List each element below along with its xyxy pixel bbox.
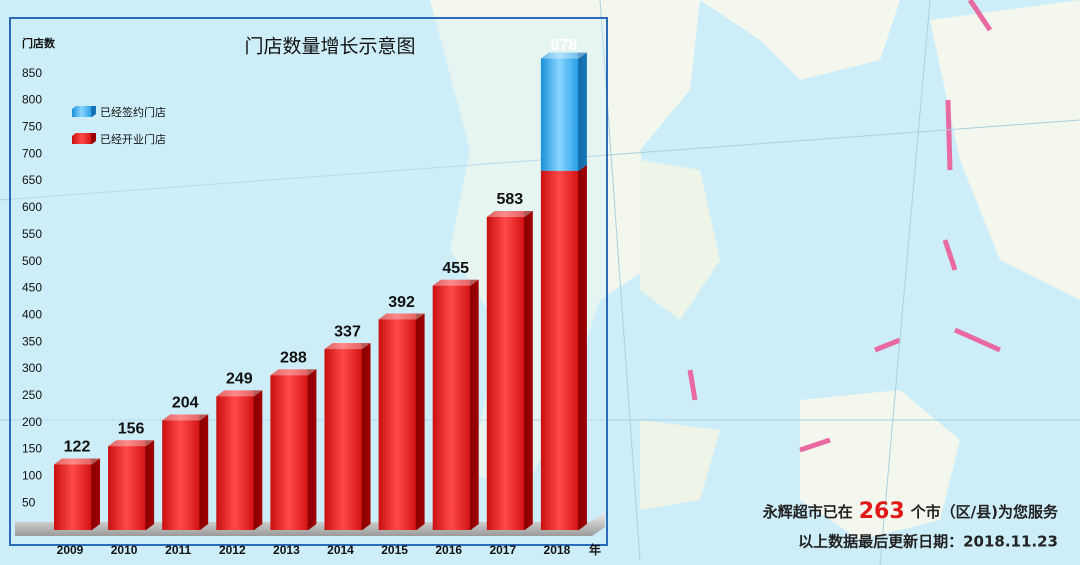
- footer-line: 永辉超市已在 263 个市（区/县)为您服务: [762, 499, 1059, 524]
- y-tick-label: 400: [22, 307, 42, 321]
- legend-swatch: [72, 133, 96, 144]
- y-tick-label: 350: [22, 334, 42, 348]
- y-tick-label: 200: [22, 415, 42, 429]
- x-tick-label: 2018: [544, 543, 571, 557]
- x-tick-label: 2011: [165, 543, 191, 557]
- chart-title: 门店数量增长示意图: [244, 36, 415, 58]
- bar: [108, 440, 155, 530]
- y-tick-label: 800: [22, 93, 42, 107]
- y-tick-label: 750: [22, 120, 42, 134]
- y-tick-label: 450: [22, 281, 42, 295]
- x-tick-label: 2013: [273, 543, 300, 557]
- total-label: 878: [551, 37, 578, 54]
- footer-prefix: 永辉超市已在: [762, 503, 853, 521]
- value-label: 455: [442, 260, 469, 277]
- value-label: 337: [334, 323, 361, 340]
- x-axis-label: 年: [589, 542, 601, 557]
- footer-count: 263: [859, 499, 905, 524]
- value-label: 204: [172, 395, 199, 412]
- y-tick-label: 500: [22, 254, 42, 268]
- value-label: 583: [496, 191, 523, 208]
- bar: [54, 458, 100, 530]
- bar: [216, 390, 263, 530]
- bar: [324, 343, 371, 530]
- legend-label: 已经签约门店: [100, 105, 166, 119]
- y-tick-label: 700: [22, 146, 42, 160]
- bar: [378, 313, 425, 530]
- bar-top: [270, 369, 317, 376]
- bar-top: [54, 458, 100, 465]
- value-label: 122: [64, 439, 91, 456]
- value-label: 392: [388, 294, 415, 311]
- value-label: 288: [280, 350, 307, 367]
- y-axis-label: 门店数: [22, 36, 56, 50]
- bar-top: [108, 440, 155, 447]
- y-tick-label: 550: [22, 227, 42, 241]
- bar: [540, 52, 587, 171]
- x-tick-label: 2016: [435, 543, 462, 557]
- y-tick-label: 100: [22, 468, 42, 482]
- footer-update: 以上数据最后更新日期：2018.11.23: [798, 533, 1058, 551]
- y-tick-label: 650: [22, 173, 42, 187]
- footer-suffix: 个市（区/县)为您服务: [910, 503, 1059, 521]
- bar-top: [486, 211, 533, 218]
- value-label: 249: [226, 371, 253, 388]
- y-tick-label: 300: [22, 361, 42, 375]
- x-tick-label: 2012: [219, 543, 246, 557]
- y-tick-label: 250: [22, 388, 42, 402]
- y-tick-label: 600: [22, 200, 42, 214]
- bar: [270, 369, 317, 530]
- x-tick-label: 2014: [327, 543, 354, 557]
- y-tick-label: 50: [22, 495, 36, 509]
- bar-top: [324, 343, 371, 350]
- bar-top: [540, 52, 587, 59]
- y-tick-label: 150: [22, 442, 42, 456]
- bar-top: [432, 279, 479, 286]
- footer: 永辉超市已在 263 个市（区/县)为您服务 以上数据最后更新日期：2018.11.…: [762, 499, 1059, 551]
- x-tick-label: 2015: [381, 543, 408, 557]
- bar: [540, 164, 587, 530]
- y-tick-label: 850: [22, 66, 42, 80]
- bar-top: [216, 390, 263, 397]
- legend-swatch: [72, 106, 96, 117]
- bar: [486, 211, 533, 530]
- x-tick-label: 2017: [489, 543, 516, 557]
- legend-label: 已经开业门店: [100, 132, 166, 146]
- bar-top: [162, 414, 209, 421]
- bar-top: [378, 313, 425, 320]
- bar: [432, 279, 479, 530]
- x-tick-label: 2010: [111, 543, 138, 557]
- value-label: 156: [118, 420, 145, 437]
- bar: [162, 414, 209, 530]
- x-tick-label: 2009: [57, 543, 84, 557]
